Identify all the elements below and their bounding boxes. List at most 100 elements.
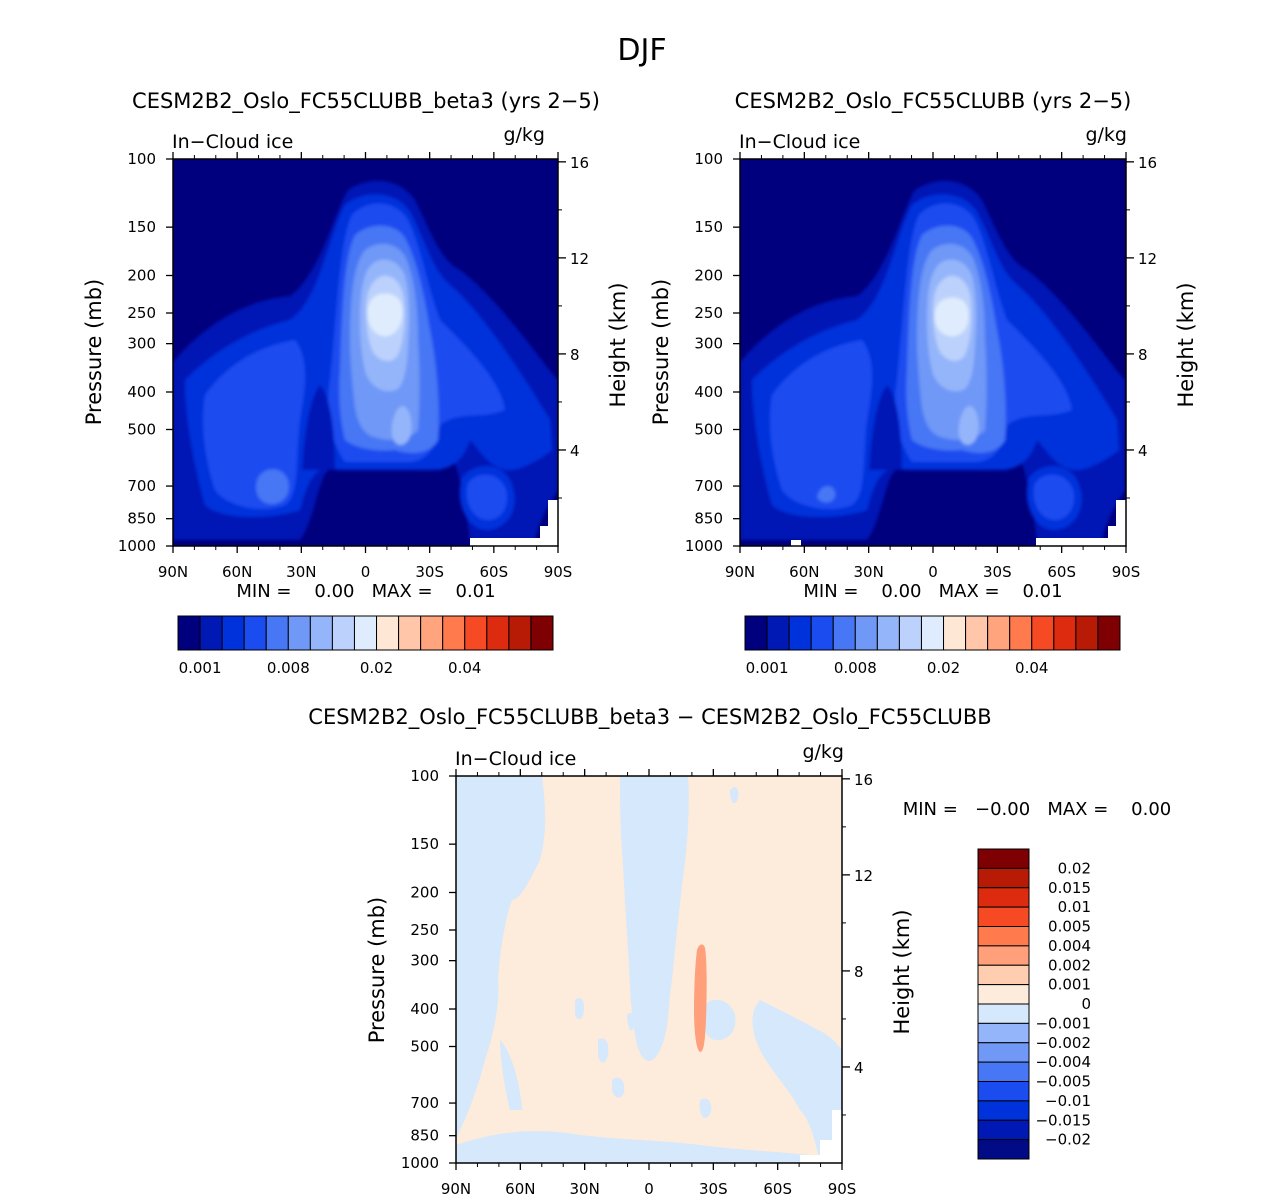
panel2-left-label: In−Cloud ice [739,131,860,153]
colorbar-swatch [398,615,422,651]
season-title: DJF [617,33,666,68]
panel1-left-label: In−Cloud ice [172,131,293,153]
panel1-level-3c [466,474,508,520]
x-tick-label: 30N [854,563,884,581]
pressure-tick-label: 850 [127,510,156,528]
pressure-tick-label: 100 [127,150,156,168]
panel1-dark-pocket [302,385,335,470]
panel-control: CESM2B2_Oslo_FC55CLUBB (yrs 2−5) [649,89,1198,677]
pressure-tick-label: 300 [694,335,723,353]
height-tick-label: 8 [570,346,580,364]
panel3-blank-step2 [832,1110,842,1140]
panel1-blank-step [540,526,558,546]
panel1-blank-corner [470,538,540,546]
panel2-ylabel-left: Pressure (mb) [649,279,673,426]
height-tick-label: 8 [854,963,864,981]
colorbar-label: 0.015 [1048,879,1091,897]
colorbar-swatch [177,615,201,651]
pressure-tick-label: 500 [127,421,156,439]
colorbar-swatch [977,984,1030,1005]
colorbar-swatch [243,615,267,651]
panel1-min-max: MIN = 0.00 MAX = 0.01 [236,581,495,602]
pressure-tick-label: 300 [410,952,439,970]
panel1-ylabel-left: Pressure (mb) [82,279,106,426]
height-tick-label: 16 [570,154,589,172]
colorbar-swatch [977,1042,1030,1063]
colorbar-swatch [1009,615,1033,651]
x-tick-label: 90S [828,1180,857,1198]
pressure-tick-label: 150 [410,835,439,853]
panel3-neg-west-finger [500,1040,522,1110]
panel3-pos-patch [694,944,707,1052]
pressure-tick-label: 850 [694,510,723,528]
colorbar-swatch [1031,615,1055,651]
colorbar-label: 0.008 [267,659,310,677]
pressure-tick-label: 1000 [118,537,156,555]
panel2-ylabel-right: Height (km) [1174,282,1198,407]
colorbar-swatch [420,615,444,651]
height-tick-label: 4 [854,1059,864,1077]
panel2-level-8 [934,297,969,337]
colorbar-swatch [876,615,900,651]
colorbar-swatch [287,615,311,651]
panel2-colorbar: 0.001 0.008 0.02 0.04 [744,615,1121,677]
panel3-neg-small-2 [598,1038,609,1063]
pressure-tick-label: 250 [410,921,439,939]
colorbar-swatch [464,615,488,651]
panel2-blank-step2 [1116,500,1126,526]
pressure-tick-label: 850 [410,1127,439,1145]
panel3-blank-step [820,1140,842,1155]
panel1-level-3 [203,340,305,510]
colorbar-swatch [810,615,834,651]
colorbar-swatch [486,615,510,651]
colorbar-swatch [744,615,768,651]
pressure-tick-label: 500 [410,1038,439,1056]
colorbar-label: −0.02 [1045,1131,1091,1149]
x-tick-label: 60N [222,563,252,581]
pressure-tick-label: 500 [694,421,723,439]
colorbar-swatch [977,1022,1030,1044]
colorbar-label: 0.02 [1058,859,1091,877]
colorbar-swatch [221,615,245,651]
pressure-tick-label: 100 [694,150,723,168]
height-tick-label: 16 [1138,154,1157,172]
colorbar-swatch [199,615,223,651]
panel2-axes: 90N 60N 30N 0 30S 60S 90S 100 150 200 250 300 400 500… [685,150,1157,581]
panel1-blank-step2 [548,500,558,526]
pressure-tick-label: 200 [694,266,723,284]
x-tick-label: 90N [441,1180,471,1198]
panel2-right-label: g/kg [1085,124,1127,146]
colorbar-label: 0 [1081,995,1091,1013]
pressure-tick-label: 1000 [401,1154,439,1172]
x-tick-label: 90S [544,563,573,581]
height-tick-label: 4 [570,442,580,460]
panel3-blank-corner [800,1155,842,1163]
panel2-dark-pocket [869,385,902,470]
colorbar-swatch [832,615,856,651]
panel1-level-4b [256,469,289,505]
panel2-blank-corner [1036,538,1108,546]
pressure-tick-label: 100 [410,767,439,785]
panel3-neg-small-1 [575,998,585,1020]
height-tick-label: 12 [570,250,589,268]
colorbar-swatch [898,615,922,651]
panel-beta3: CESM2B2_Oslo_FC55CLUBB_beta3 (yrs 2−5) [82,89,630,677]
colorbar-swatch [353,615,378,651]
colorbar-label: 0.008 [834,659,877,677]
colorbar-swatch [977,848,1030,869]
panel3-ylabel-left: Pressure (mb) [365,897,389,1044]
panel2-blank-step [1108,526,1126,546]
x-tick-label: 0 [361,563,371,581]
panel1-ylabel-right: Height (km) [606,282,630,407]
panel3-right-label: g/kg [802,741,844,763]
colorbar-label: −0.015 [1035,1111,1091,1129]
pressure-tick-label: 150 [127,218,156,236]
pressure-tick-label: 700 [127,477,156,495]
colorbar-label: 0.02 [360,659,393,677]
x-tick-label: 0 [928,563,938,581]
x-tick-label: 0 [644,1180,654,1198]
panel2-min-max: MIN = 0.00 MAX = 0.01 [803,581,1062,602]
panel-difference: CESM2B2_Oslo_FC55CLUBB_beta3 − CESM2B2_O… [308,705,1171,1198]
height-tick-label: 8 [1138,346,1148,364]
colorbar-swatch [977,1139,1030,1160]
